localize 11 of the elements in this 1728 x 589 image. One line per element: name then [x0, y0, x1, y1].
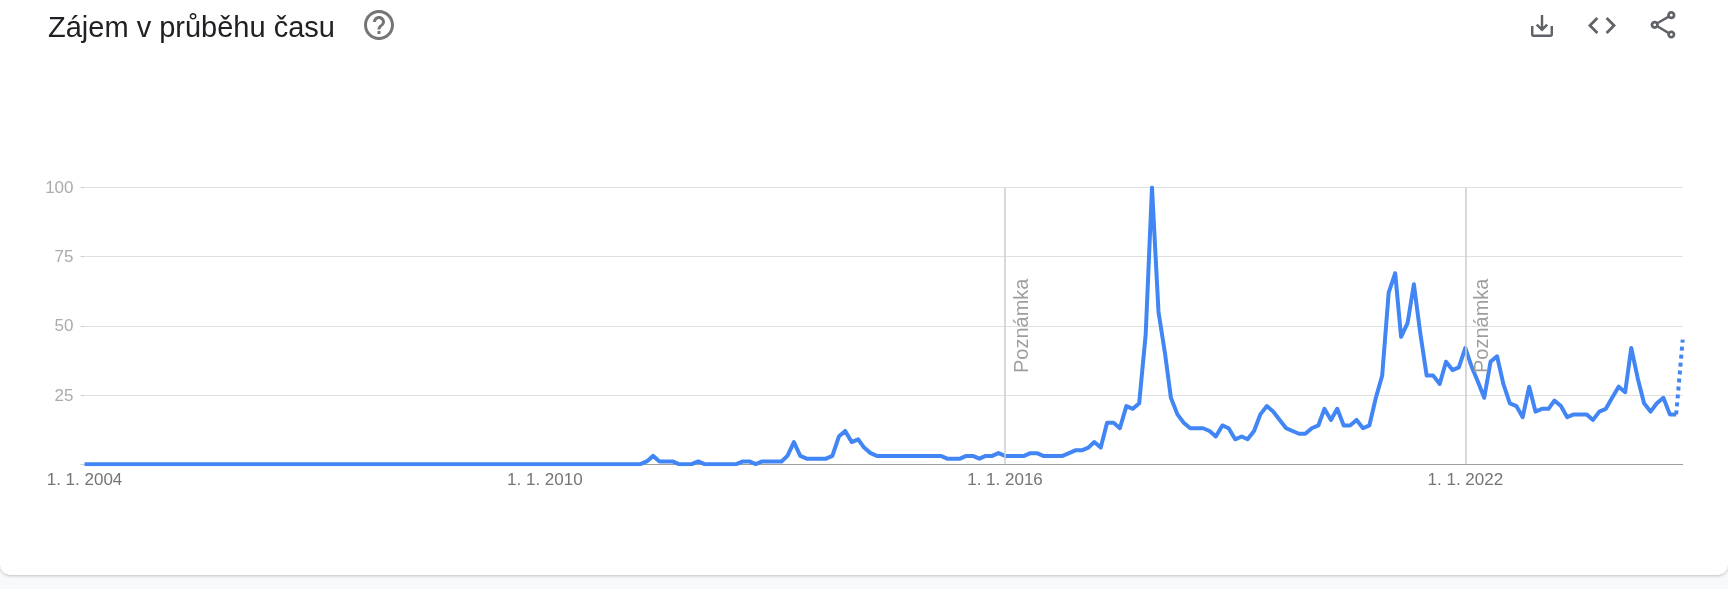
x-tick-label: 1. 1. 2016 — [967, 470, 1043, 490]
y-tick-label: 75 — [54, 247, 74, 267]
x-tick-label: 1. 1. 2010 — [507, 470, 583, 490]
y-tick-label: 50 — [54, 316, 74, 336]
x-tick-label: 1. 1. 2004 — [46, 470, 123, 490]
chart-title: Zájem v průběhu času — [48, 10, 335, 43]
y-tick-label: 25 — [54, 385, 74, 405]
x-tick-label: 1. 1. 2022 — [1427, 470, 1504, 490]
ref-line-label: Poznámka — [1470, 277, 1493, 374]
y-tick-label: 100 — [45, 177, 74, 197]
ref-line-label: Poznámka — [1009, 277, 1032, 374]
